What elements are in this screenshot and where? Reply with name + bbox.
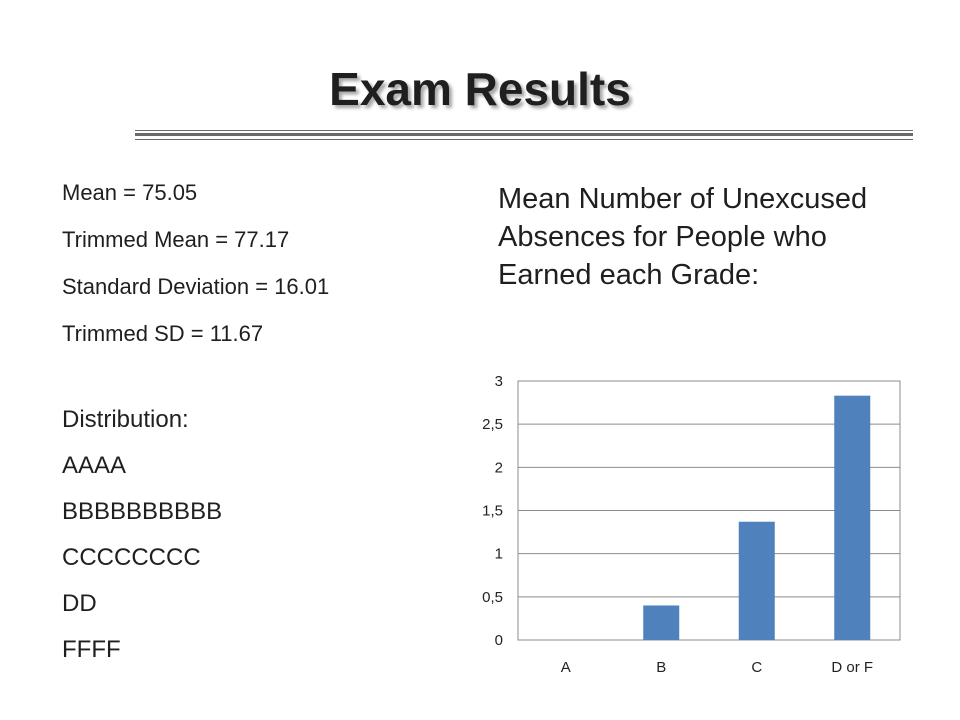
slide-title: Exam Results (329, 63, 631, 115)
plot-border (517, 380, 901, 641)
y-tick-label: 1 (495, 546, 503, 563)
distribution-list: Distribution: AAAA BBBBBBBBBB CCCCCCCC D… (62, 400, 462, 676)
bar-b (643, 605, 680, 640)
distribution-f: FFFF (62, 636, 121, 663)
x-tick-label: D or F (831, 659, 873, 676)
stat-trimmed-mean: Trimmed Mean = 77.17 (62, 227, 290, 252)
statistics-list: Mean = 75.05 Trimmed Mean = 77.17 Standa… (62, 176, 462, 364)
y-tick-label: 3 (495, 373, 503, 390)
stat-trimmed-sd: Trimmed SD = 11.67 (62, 321, 264, 346)
y-tick-label: 2,5 (482, 416, 503, 433)
x-tick-label: A (561, 659, 571, 676)
distribution-a: AAAA (62, 452, 127, 479)
distribution-b: BBBBBBBBBB (62, 498, 223, 525)
title-divider-thin-top (135, 130, 913, 131)
bar-c (738, 521, 775, 640)
y-tick-label: 1,5 (482, 503, 503, 520)
distribution-d: DD (62, 590, 97, 617)
y-tick-label: 0 (495, 632, 503, 649)
title-divider-thick (135, 133, 913, 136)
stat-standard-deviation: Standard Deviation = 16.01 (62, 274, 330, 299)
y-tick-label: 2 (495, 459, 503, 476)
stat-mean: Mean = 75.05 (62, 180, 198, 205)
x-tick-label: C (751, 659, 762, 676)
bar-chart: 0 0,5 1 1,5 2 2,5 3 A B C D or F (482, 373, 901, 676)
distribution-label: Distribution: (62, 406, 189, 433)
x-tick-label: B (656, 659, 666, 676)
bar-d-or-f (834, 395, 871, 640)
title-divider-thin-bottom (135, 139, 913, 140)
distribution-c: CCCCCCCC (62, 544, 201, 571)
y-tick-label: 0,5 (482, 589, 503, 606)
chart-heading: Mean Number of Unexcused Absences for Pe… (498, 183, 868, 291)
